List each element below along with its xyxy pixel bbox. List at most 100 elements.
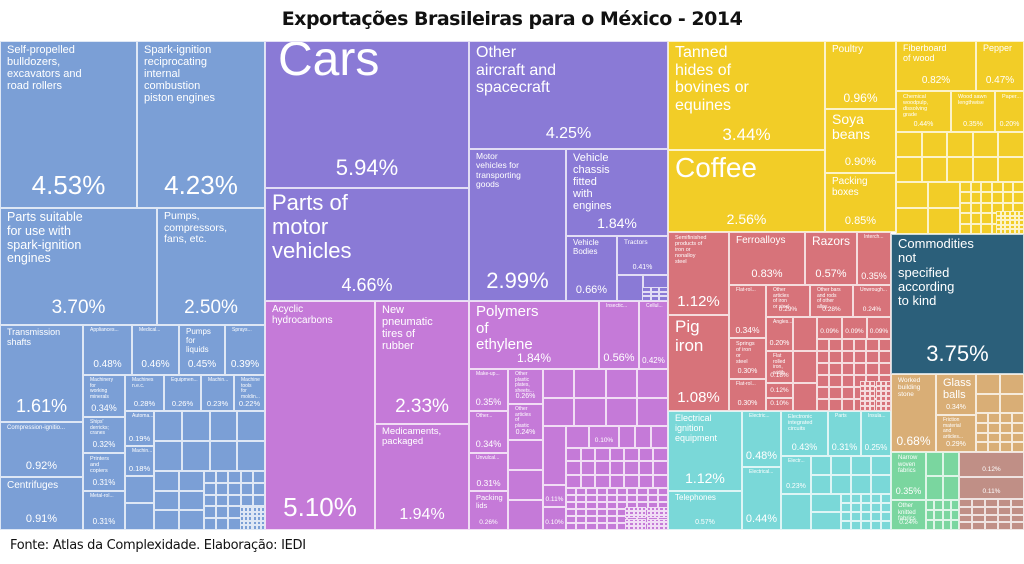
treemap-cell-minor[interactable] [596, 502, 607, 509]
treemap-cell[interactable]: Flat rolled iron, width... 0.18% [766, 351, 793, 383]
treemap-cell-minor[interactable] [508, 500, 543, 530]
treemap-cell[interactable]: Parts of motor vehicles 4.66% [265, 188, 469, 301]
treemap-cell-minor[interactable] [861, 521, 871, 530]
treemap-cell-minor[interactable] [633, 514, 638, 519]
treemap-cell-minor[interactable] [860, 396, 866, 401]
treemap-cell-minor[interactable] [996, 224, 1001, 230]
treemap-cell[interactable]: Pig iron 1.08% [668, 315, 729, 411]
treemap-cell[interactable]: Flat-rol... 0.34% [729, 285, 766, 338]
treemap-cell-minor[interactable] [659, 296, 668, 301]
treemap-cell-minor[interactable] [566, 448, 581, 462]
treemap-cell-minor[interactable] [625, 510, 630, 515]
treemap-cell-minor[interactable] [204, 482, 217, 495]
treemap-cell-minor[interactable]: 0.10% [589, 426, 619, 448]
treemap-cell-minor[interactable] [204, 518, 217, 530]
treemap-cell-minor[interactable] [252, 525, 257, 530]
treemap-cell-minor[interactable] [655, 526, 660, 530]
treemap-cell-minor[interactable] [841, 399, 854, 411]
treemap-cell-minor[interactable] [655, 514, 660, 519]
treemap-cell-minor[interactable] [988, 422, 1000, 433]
treemap-cell-minor[interactable]: 0.09% [817, 317, 842, 339]
treemap-cell-minor[interactable] [1000, 422, 1012, 433]
treemap-cell[interactable]: Tanned hides of bovines or equines 3.44% [668, 41, 825, 150]
treemap-cell-minor[interactable] [829, 339, 842, 351]
treemap-cell-minor[interactable] [244, 516, 249, 521]
treemap-cell-minor[interactable] [216, 518, 229, 530]
treemap-cell-minor[interactable] [861, 512, 871, 521]
treemap-cell-minor[interactable] [566, 509, 577, 516]
treemap-cell-minor[interactable] [256, 525, 261, 530]
treemap-cell-minor[interactable] [617, 502, 628, 509]
treemap-cell-minor[interactable] [619, 426, 635, 448]
treemap-cell-minor[interactable] [871, 512, 881, 521]
treemap-cell-minor[interactable] [586, 523, 597, 530]
treemap-cell-minor[interactable] [1011, 514, 1024, 523]
treemap-cell-minor[interactable] [817, 363, 830, 375]
treemap-cell-minor[interactable] [209, 441, 238, 471]
treemap-cell-minor[interactable] [635, 426, 651, 448]
treemap-cell-minor[interactable] [871, 494, 881, 503]
treemap-cell-minor[interactable] [576, 502, 587, 509]
treemap-cell-minor[interactable] [1000, 393, 1024, 413]
treemap-cell-minor[interactable] [817, 375, 830, 387]
treemap-cell-minor[interactable] [1010, 229, 1015, 234]
treemap-cell-minor[interactable] [642, 287, 651, 292]
treemap-cell-minor[interactable] [811, 475, 831, 494]
treemap-cell[interactable]: Other... 0.34% [469, 411, 508, 453]
treemap-cell-minor[interactable]: 0.10% [543, 507, 566, 530]
treemap-cell-minor[interactable] [1000, 224, 1006, 230]
treemap-cell-minor[interactable] [617, 488, 628, 495]
treemap-cell-minor[interactable] [981, 213, 992, 224]
treemap-cell[interactable]: Sprays... 0.39% [225, 325, 265, 375]
treemap-cell[interactable]: Fiberboard of wood 0.82% [896, 41, 976, 91]
treemap-cell-minor[interactable] [508, 440, 543, 470]
treemap-cell[interactable]: Insectic... 0.56% [599, 301, 639, 369]
treemap-cell[interactable]: Appliances... 0.48% [83, 325, 132, 375]
treemap-cell-minor[interactable] [125, 503, 154, 530]
treemap-cell-minor[interactable] [240, 525, 245, 530]
treemap-cell-minor[interactable] [970, 223, 982, 234]
treemap-cell-minor[interactable] [248, 507, 253, 512]
treemap-cell-minor[interactable] [1010, 220, 1015, 225]
treemap-cell-minor[interactable] [1000, 413, 1012, 423]
treemap-cell-minor[interactable] [934, 520, 943, 530]
treemap-cell-minor[interactable] [928, 208, 960, 234]
treemap-cell-minor[interactable] [181, 441, 210, 471]
treemap-cell[interactable]: Wood sawn lengthwise 0.35% [951, 91, 995, 132]
treemap-cell-minor[interactable] [657, 488, 668, 495]
treemap-cell[interactable]: Medical... 0.46% [132, 325, 179, 375]
treemap-cell-minor[interactable] [655, 522, 660, 527]
treemap-cell[interactable]: Medicaments, packaged 1.94% [375, 424, 469, 530]
treemap-cell-minor[interactable] [240, 507, 245, 512]
treemap-cell-minor[interactable] [870, 386, 876, 391]
treemap-cell-minor[interactable] [650, 507, 656, 511]
treemap-cell-minor[interactable] [960, 223, 971, 234]
treemap-cell-minor[interactable] [252, 507, 257, 512]
treemap-cell-minor[interactable] [216, 494, 229, 507]
treemap-cell-minor[interactable] [841, 387, 854, 399]
treemap-cell-minor[interactable] [926, 520, 935, 530]
treemap-cell-minor[interactable] [972, 499, 985, 507]
treemap-cell-minor[interactable] [606, 495, 617, 502]
treemap-cell-minor[interactable] [885, 406, 891, 411]
treemap-cell-minor[interactable] [237, 411, 265, 441]
treemap-cell-minor[interactable] [237, 441, 265, 471]
treemap-cell-minor[interactable] [817, 351, 830, 363]
treemap-cell-minor[interactable] [926, 510, 935, 520]
treemap-cell-minor[interactable] [942, 520, 951, 530]
treemap-cell-minor[interactable] [988, 432, 1000, 443]
treemap-cell-minor[interactable] [875, 396, 881, 401]
treemap-cell-minor[interactable] [508, 470, 543, 500]
treemap-cell-minor[interactable] [637, 510, 643, 515]
treemap-cell-minor[interactable] [642, 291, 651, 297]
treemap-cell-minor[interactable] [860, 391, 866, 396]
treemap-cell[interactable]: Polymers of ethylene 1.84% [469, 301, 599, 369]
treemap-cell-minor[interactable] [636, 398, 668, 426]
treemap-cell-minor[interactable] [248, 525, 253, 530]
treemap-cell-minor[interactable] [633, 518, 638, 523]
treemap-cell-minor[interactable] [880, 396, 886, 401]
treemap-cell-minor[interactable] [605, 369, 637, 398]
treemap-cell[interactable]: Transmission shafts 1.61% [0, 325, 83, 422]
treemap-cell-minor[interactable] [851, 521, 861, 530]
treemap-cell[interactable]: Paper... 0.20% [995, 91, 1024, 132]
